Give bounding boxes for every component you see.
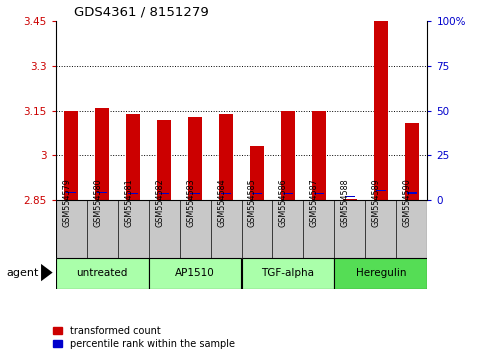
Bar <box>219 114 233 200</box>
Text: GSM554583: GSM554583 <box>186 179 195 227</box>
Text: GSM554585: GSM554585 <box>248 178 257 227</box>
Bar <box>66 192 76 193</box>
Bar <box>345 195 355 197</box>
Text: untreated: untreated <box>76 268 128 279</box>
Bar <box>242 258 334 289</box>
Bar <box>252 193 262 194</box>
Bar <box>314 193 324 194</box>
Bar <box>64 111 78 200</box>
Text: GSM554588: GSM554588 <box>341 179 350 227</box>
Bar <box>188 116 202 200</box>
Bar <box>407 192 417 194</box>
Bar <box>374 21 388 200</box>
Text: agent: agent <box>6 268 39 278</box>
Text: GSM554581: GSM554581 <box>124 179 133 227</box>
Bar <box>128 193 138 194</box>
Bar <box>56 258 149 289</box>
Legend: transformed count, percentile rank within the sample: transformed count, percentile rank withi… <box>53 326 235 349</box>
Bar <box>312 111 326 200</box>
Polygon shape <box>41 264 53 281</box>
Bar <box>283 193 293 194</box>
Bar <box>157 120 171 200</box>
Bar <box>343 199 357 200</box>
Text: GSM554589: GSM554589 <box>372 178 381 227</box>
Text: GDS4361 / 8151279: GDS4361 / 8151279 <box>74 6 209 19</box>
Bar <box>149 258 242 289</box>
Text: Heregulin: Heregulin <box>355 268 406 279</box>
Text: GSM554579: GSM554579 <box>62 178 71 227</box>
Text: TGF-alpha: TGF-alpha <box>261 268 314 279</box>
Text: GSM554584: GSM554584 <box>217 179 226 227</box>
Text: AP1510: AP1510 <box>175 268 215 279</box>
Bar <box>190 193 200 194</box>
Text: GSM554586: GSM554586 <box>279 179 288 227</box>
Bar <box>97 192 107 193</box>
Bar <box>159 193 169 194</box>
Text: GSM554582: GSM554582 <box>155 178 164 227</box>
Text: GSM554580: GSM554580 <box>93 179 102 227</box>
Bar <box>281 111 295 200</box>
Text: GSM554587: GSM554587 <box>310 178 319 227</box>
Bar <box>250 147 264 200</box>
Text: GSM554590: GSM554590 <box>403 178 412 227</box>
Bar <box>376 190 386 192</box>
Bar <box>126 114 140 200</box>
Bar <box>405 122 419 200</box>
Bar <box>334 258 427 289</box>
Bar <box>221 193 231 194</box>
Bar <box>95 108 109 200</box>
